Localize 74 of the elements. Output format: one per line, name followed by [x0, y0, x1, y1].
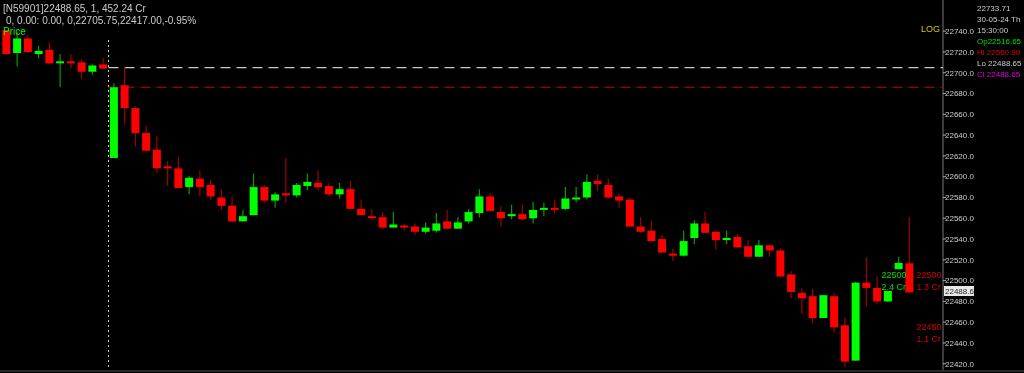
- candlestick: [185, 175, 194, 195]
- candlestick: [271, 191, 280, 209]
- candlestick: [400, 222, 409, 232]
- candlestick: [862, 257, 871, 308]
- candlestick: [195, 169, 204, 198]
- y-tick-label: 22620.0: [945, 151, 975, 161]
- y-tick-label: 22640.0: [945, 130, 975, 140]
- candlestick: [66, 53, 75, 70]
- y-tick-label: 22480.0: [945, 297, 975, 307]
- y-tick-label: 22420.0: [945, 359, 975, 369]
- text: Cl 22488.65: [977, 70, 1021, 79]
- y-tick-label: 22660.0: [945, 110, 975, 120]
- text: 22450 1.1 Cr: [916, 322, 942, 344]
- y-tick-label: 22580.0: [945, 193, 975, 203]
- candlestick: [99, 57, 108, 70]
- candlestick: [604, 178, 613, 200]
- y-tick-label: 22540.0: [945, 234, 975, 244]
- y-tick-label: 22720.0: [945, 47, 975, 57]
- candlestick: [668, 247, 677, 262]
- candlestick: [690, 219, 699, 245]
- candlestick: [539, 202, 548, 217]
- candlestick: [77, 58, 86, 80]
- text: 0, 0.00: 0.00, 0,22705.75,22417.00,-0.95%: [6, 15, 197, 26]
- text: Op22516.65: [977, 37, 1022, 46]
- candlestick: [314, 169, 323, 191]
- text: Lo 22488.65: [977, 59, 1023, 68]
- text: 15:30:00: [977, 26, 1009, 35]
- chart-title: [N59901]22488.65, 1, 452.24 Cr: [3, 3, 147, 14]
- candlestick: [142, 125, 151, 154]
- candlestick: [496, 205, 505, 228]
- text: 30-05-24 Th: [977, 15, 1021, 24]
- candlestick: [152, 135, 161, 174]
- y-tick-label: 22700.0: [945, 68, 975, 78]
- y-tick-label: 22500.0: [945, 276, 975, 286]
- candlestick: [744, 239, 753, 260]
- candlestick: [561, 186, 570, 211]
- candlestick: [443, 209, 452, 230]
- candlestick: [787, 270, 796, 299]
- candlestick: [432, 212, 441, 234]
- candlestick: [357, 198, 366, 216]
- candlestick: [582, 174, 591, 201]
- y-axis-title: Price: [3, 26, 27, 37]
- candlestick: [217, 188, 226, 211]
- candlestick: [873, 275, 882, 306]
- candlestick: [529, 201, 538, 225]
- text: LOG: [920, 24, 940, 34]
- candlestick: [808, 288, 817, 324]
- candlestick: [701, 211, 710, 234]
- candlestick: [228, 195, 237, 224]
- text: 22500 1.3 Cr: [916, 270, 942, 292]
- candlestick: [797, 287, 806, 315]
- candlestick: [174, 156, 183, 189]
- candlestick: [679, 230, 688, 258]
- candlestick: [367, 208, 376, 221]
- y-tick-label: 22680.0: [945, 89, 975, 99]
- candlestick: [163, 160, 172, 187]
- candlestick: [615, 192, 624, 209]
- candlestick: [572, 186, 581, 204]
- candlestick: [410, 222, 419, 236]
- y-tick-label: 22740.0: [945, 26, 975, 36]
- candlestick: [281, 157, 290, 204]
- candlestick: [206, 179, 215, 201]
- y-tick-label: 22520.0: [945, 255, 975, 265]
- text: 22488.6: [945, 286, 975, 296]
- text: Hi 22560.90: [977, 48, 1021, 57]
- candlestick: [346, 180, 355, 210]
- candlestick: [475, 188, 484, 218]
- y-tick-label: 22460.0: [945, 317, 975, 327]
- y-tick-label: 22600.0: [945, 172, 975, 182]
- candlestick: [711, 230, 720, 251]
- y-tick-label: 22560.0: [945, 214, 975, 224]
- text: 22733.71: [977, 4, 1011, 13]
- y-tick-label: 22440.0: [945, 338, 975, 348]
- candlestick: [56, 53, 65, 88]
